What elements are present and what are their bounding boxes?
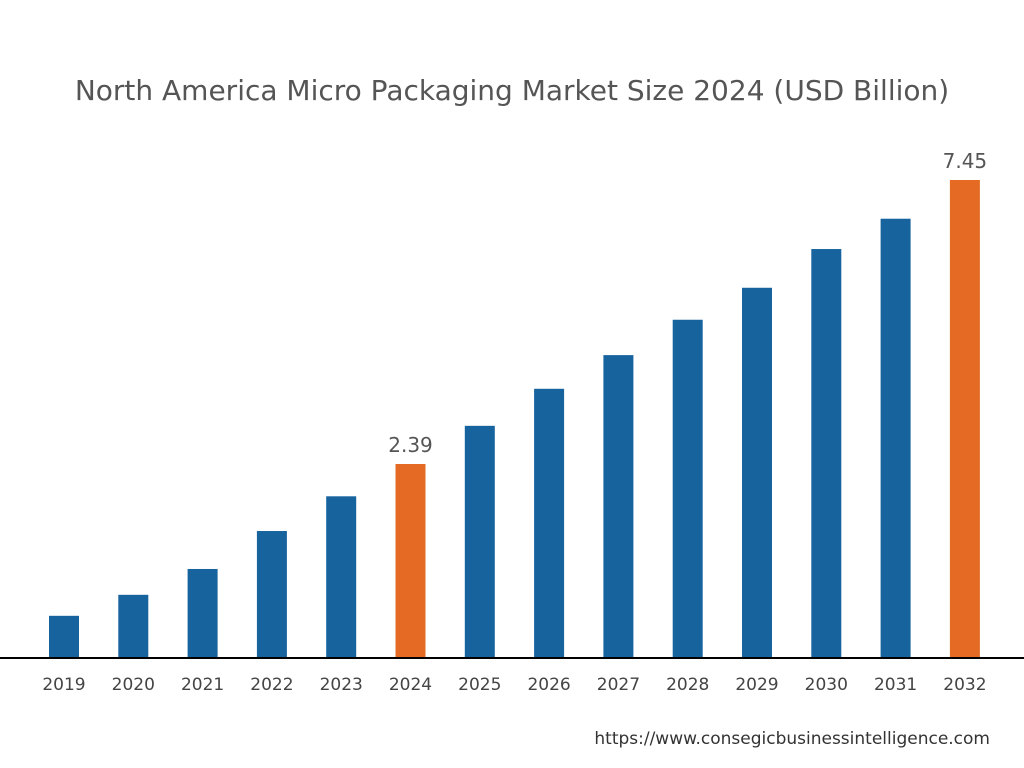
x-tick-label: 2032 [943,675,986,695]
x-tick-label: 2023 [320,675,363,695]
bar-2019 [49,615,79,657]
x-tick-label: 2027 [597,675,640,695]
source-url: https://www.consegicbusinessintelligence… [594,729,990,749]
bar-2026 [534,388,565,657]
bar-2020 [118,594,149,657]
x-tick-label: 2021 [181,675,224,695]
x-tick-label: 2030 [805,675,848,695]
x-tick-label: 2026 [527,675,570,695]
x-tick-label: 2020 [112,675,155,695]
data-label-2024: 2.39 [388,433,433,457]
bar-2025 [464,425,495,657]
bar-2027 [603,355,634,657]
x-tick-label: 2031 [874,675,917,695]
bar-2024 [395,464,426,657]
x-tick-label: 2025 [458,675,501,695]
bar-2032 [949,180,980,657]
bar-2030 [811,249,842,657]
bar-2029 [742,287,772,657]
x-tick-label: 2029 [735,675,778,695]
bar-2023 [326,496,357,657]
chart-title: North America Micro Packaging Market Siz… [74,74,950,107]
bar-2021 [187,568,218,657]
bar-2031 [880,218,911,657]
x-tick-label: 2022 [250,675,293,695]
x-tick-label: 2028 [666,675,709,695]
bar-2028 [672,319,703,657]
bar-2022 [256,531,287,657]
x-tick-label: 2024 [389,675,432,695]
x-tick-label: 2019 [42,675,85,695]
data-label-2032: 7.45 [943,149,988,173]
